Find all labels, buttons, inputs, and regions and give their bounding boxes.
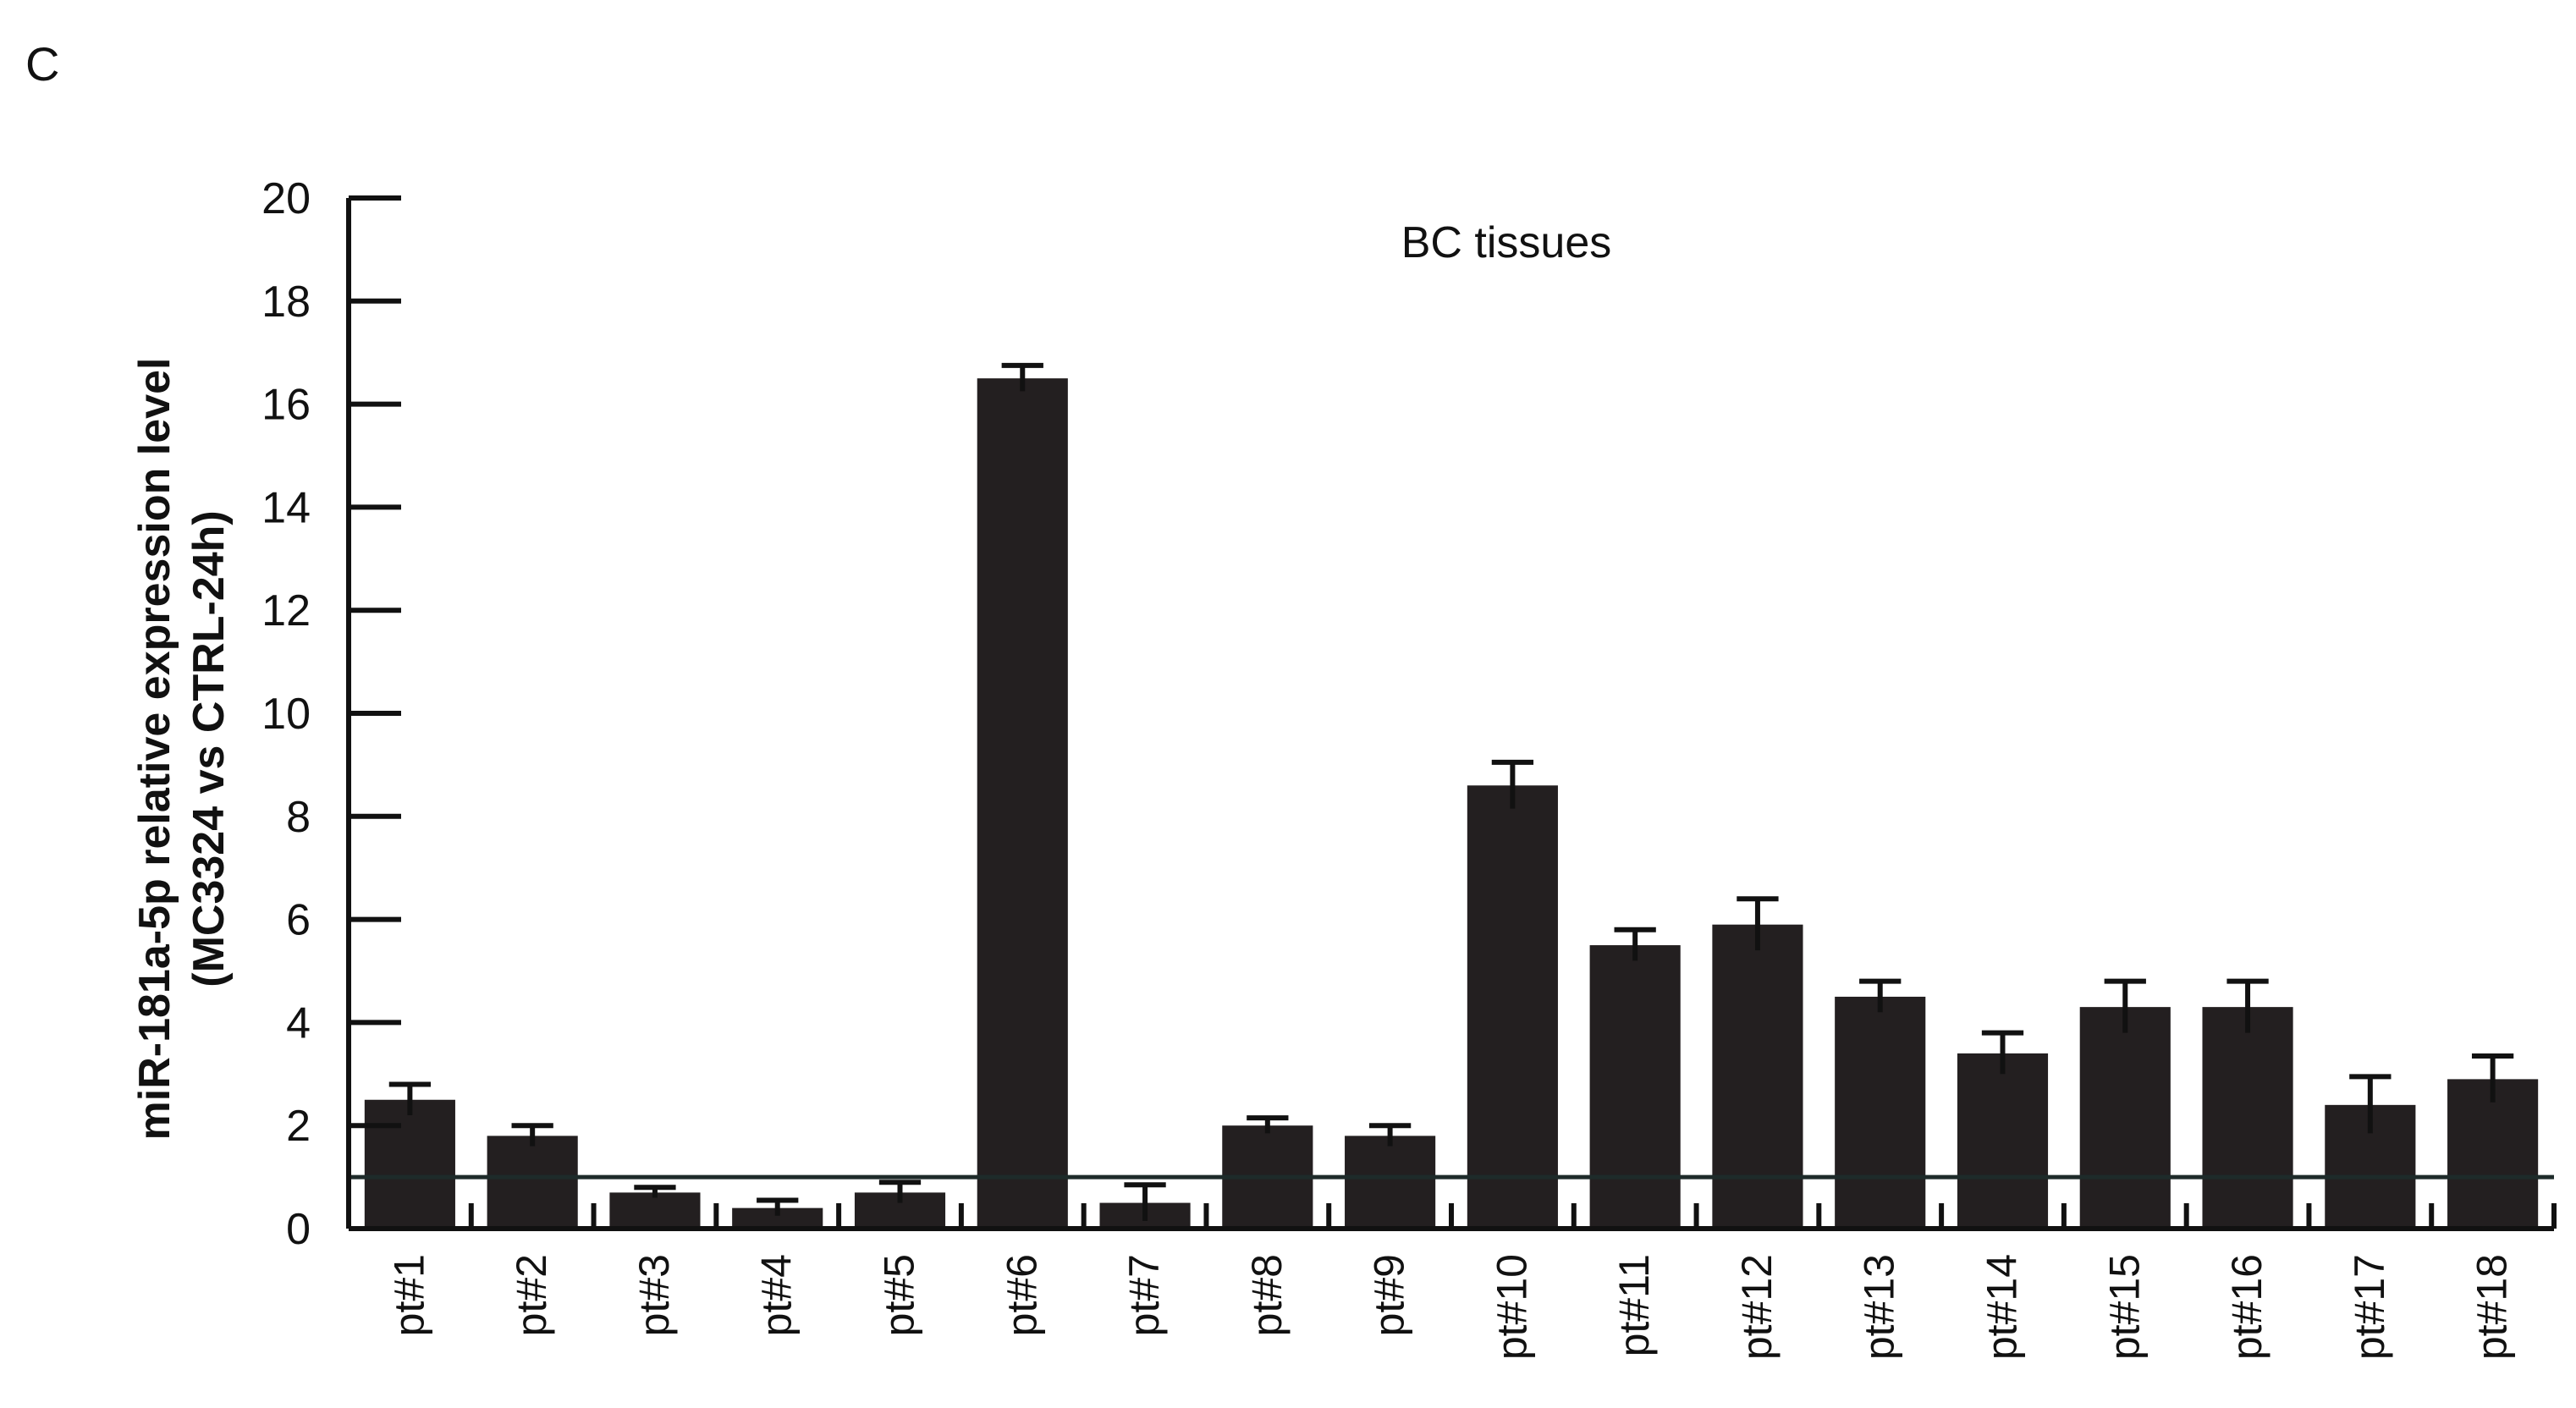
y-axis-label-line-2: (MC3324 vs CTRL-24h) bbox=[184, 510, 234, 987]
y-tick-label-4: 4 bbox=[286, 998, 311, 1048]
y-tick-label-10: 10 bbox=[261, 690, 311, 739]
bar-pt#6 bbox=[977, 378, 1068, 1229]
x-tick-label-pt#18: pt#18 bbox=[2469, 1254, 2516, 1360]
bar-pt#16 bbox=[2202, 1007, 2293, 1229]
x-tick-label-pt#2: pt#2 bbox=[508, 1254, 555, 1336]
bar-pt#14 bbox=[1957, 1053, 2049, 1229]
y-axis-label: miR-181a-5p relative expression level (M… bbox=[130, 358, 234, 1141]
y-tick-label-14: 14 bbox=[261, 483, 311, 532]
x-tick-label-pt#3: pt#3 bbox=[630, 1254, 678, 1336]
bar-pt#15 bbox=[2079, 1007, 2171, 1229]
x-tick-label-pt#15: pt#15 bbox=[2100, 1254, 2148, 1360]
y-tick-label-8: 8 bbox=[286, 793, 311, 842]
axes-layer bbox=[346, 195, 2557, 1231]
bar-pt#3 bbox=[609, 1192, 701, 1229]
y-tick-label-0: 0 bbox=[286, 1205, 311, 1254]
x-tick-label-pt#14: pt#14 bbox=[1979, 1254, 2026, 1360]
y-tick-label-12: 12 bbox=[261, 586, 311, 635]
error-bars-layer bbox=[388, 362, 2514, 1221]
bar-pt#9 bbox=[1345, 1136, 1436, 1229]
x-tick-label-pt#11: pt#11 bbox=[1610, 1254, 1658, 1356]
bar-pt#12 bbox=[1712, 924, 1803, 1229]
x-tick-label-pt#4: pt#4 bbox=[753, 1254, 801, 1336]
x-tick-label-pt#17: pt#17 bbox=[2346, 1254, 2393, 1360]
chart-title: BC tissues bbox=[1401, 218, 1612, 267]
bar-pt#18 bbox=[2447, 1079, 2539, 1229]
x-tick-label-pt#12: pt#12 bbox=[1733, 1254, 1781, 1360]
y-tick-label-20: 20 bbox=[261, 174, 311, 223]
y-tick-label-18: 18 bbox=[261, 278, 311, 327]
tick-labels-layer: 0 2 4 6 8 10 12 14 16 18 20 pt#1 pt#2 pt#3 pt#4 pt#5 pt#… bbox=[261, 174, 2515, 1360]
x-tick-label-pt#16: pt#16 bbox=[2223, 1254, 2271, 1360]
y-tick-label-6: 6 bbox=[286, 896, 311, 945]
x-tick-label-pt#1: pt#1 bbox=[385, 1254, 432, 1336]
bar-pt#1 bbox=[364, 1099, 455, 1229]
x-tick-label-pt#6: pt#6 bbox=[998, 1254, 1045, 1336]
bar-pt#2 bbox=[487, 1136, 578, 1229]
bar-pt#13 bbox=[1835, 996, 1926, 1229]
bars-layer bbox=[364, 378, 2539, 1229]
x-tick-label-pt#10: pt#10 bbox=[1488, 1254, 1535, 1360]
bar-pt#11 bbox=[1589, 945, 1681, 1229]
x-tick-label-pt#9: pt#9 bbox=[1366, 1254, 1413, 1336]
x-tick-label-pt#13: pt#13 bbox=[1856, 1254, 1903, 1360]
panel-letter: C bbox=[25, 37, 59, 91]
x-tick-label-pt#8: pt#8 bbox=[1243, 1254, 1291, 1336]
y-tick-label-16: 16 bbox=[261, 381, 311, 430]
x-tick-label-pt#5: pt#5 bbox=[876, 1254, 923, 1336]
bar-pt#10 bbox=[1467, 785, 1558, 1229]
x-tick-label-pt#7: pt#7 bbox=[1120, 1254, 1168, 1336]
y-tick-label-2: 2 bbox=[286, 1102, 311, 1151]
y-axis-label-line-1: miR-181a-5p relative expression level bbox=[130, 358, 179, 1141]
